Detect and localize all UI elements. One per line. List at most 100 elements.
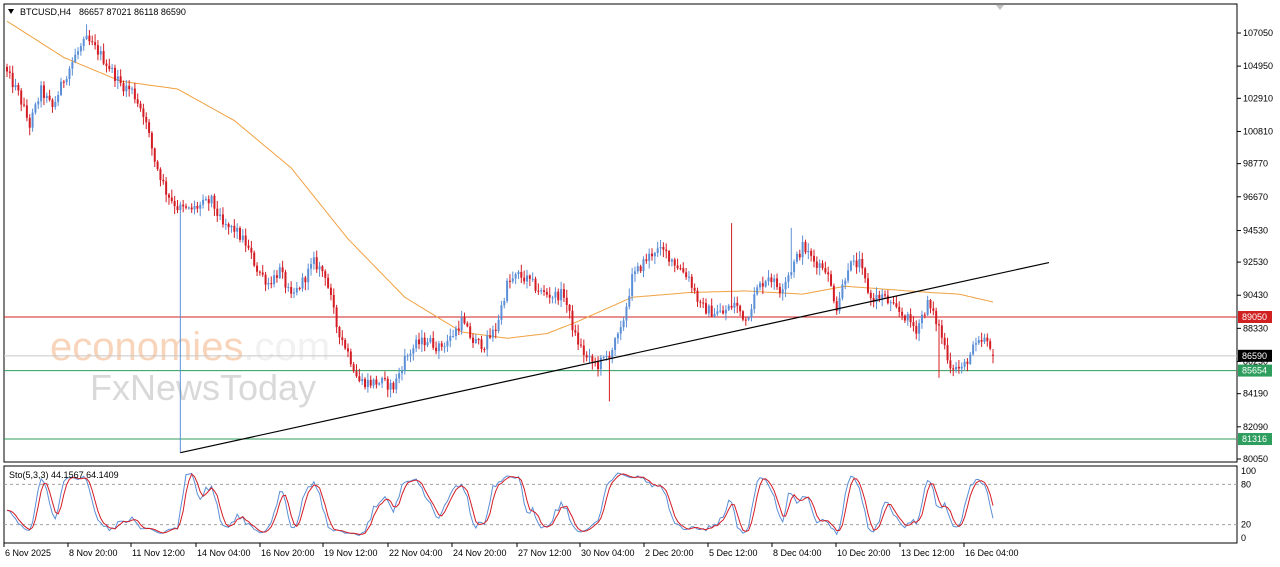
candle-body <box>142 108 145 117</box>
candle <box>872 293 875 308</box>
candle-body <box>96 45 99 55</box>
candle-body <box>275 275 278 278</box>
candle <box>963 358 966 370</box>
candle <box>51 98 54 113</box>
candle <box>543 285 546 296</box>
candle-body <box>375 379 378 385</box>
candle-body <box>849 261 852 271</box>
candle <box>668 250 671 266</box>
candle <box>142 103 145 125</box>
candle-body <box>236 227 239 232</box>
candle <box>977 335 980 345</box>
candle-body <box>699 301 702 303</box>
candle <box>74 48 77 64</box>
candle <box>244 228 247 253</box>
candle-body <box>153 148 156 162</box>
candle <box>960 362 963 374</box>
candle-body <box>983 337 986 342</box>
candle-body <box>642 259 645 272</box>
watermark: economies.com FxNewsToday <box>50 325 330 408</box>
candle-body <box>520 271 523 278</box>
candle <box>264 271 267 292</box>
candle-body <box>42 85 45 98</box>
candle <box>338 325 341 345</box>
candle-body <box>537 290 540 292</box>
candle <box>239 226 242 243</box>
candle-body <box>210 195 213 204</box>
candle-body <box>969 354 972 364</box>
trendline[interactable] <box>180 261 1050 454</box>
candle-body <box>318 266 321 270</box>
candle <box>34 102 37 115</box>
candle <box>923 312 926 319</box>
candle <box>281 260 284 279</box>
candle <box>400 366 403 381</box>
candle-body <box>648 253 651 261</box>
watermark-brand: economies.com <box>50 325 330 369</box>
candle <box>901 307 904 321</box>
candle-body <box>866 278 869 293</box>
candle-body <box>185 206 188 208</box>
candle <box>204 196 207 202</box>
stochastic-main-line <box>6 472 994 536</box>
candle-body <box>239 227 242 240</box>
candle <box>915 320 918 340</box>
candle <box>11 65 14 94</box>
candle-body <box>20 90 23 105</box>
candle <box>551 295 554 304</box>
collapse-triangle-icon[interactable] <box>8 9 14 14</box>
candle <box>116 69 119 90</box>
candle <box>986 333 989 347</box>
candle-body <box>213 195 216 209</box>
candle-body <box>241 235 244 240</box>
candle-body <box>551 297 554 299</box>
candle <box>344 338 347 350</box>
candle-body <box>565 297 568 305</box>
candle <box>57 91 60 106</box>
candle <box>327 273 330 290</box>
candle-body <box>278 267 281 278</box>
candle-body <box>673 259 676 266</box>
candle-body <box>926 300 929 315</box>
candle <box>25 99 28 122</box>
candle-body <box>540 290 543 292</box>
candle <box>713 308 716 318</box>
candle <box>148 119 151 138</box>
candle <box>724 305 727 321</box>
candle <box>187 206 190 210</box>
candle <box>167 193 170 205</box>
candle <box>369 375 372 389</box>
candle-body <box>25 105 28 118</box>
candle <box>65 76 68 86</box>
candle-body <box>710 305 713 317</box>
trendline-layer <box>180 261 1050 454</box>
candle <box>111 64 114 74</box>
candle <box>395 374 398 394</box>
candle <box>918 319 921 342</box>
candle-body <box>281 267 284 273</box>
candle <box>528 274 531 287</box>
price-tick-label: 98770 <box>1243 159 1268 169</box>
candle-body <box>247 245 250 248</box>
candle <box>449 328 452 348</box>
candle <box>525 269 528 289</box>
candle <box>864 266 867 283</box>
candle-body <box>875 294 878 302</box>
candle <box>687 270 690 282</box>
candle-body <box>753 294 756 309</box>
candle <box>48 89 51 102</box>
candle-body <box>466 323 469 327</box>
candles-layer <box>6 24 994 453</box>
candle <box>577 324 580 351</box>
candle-body <box>62 81 65 83</box>
candle <box>622 317 625 331</box>
candle <box>534 276 537 294</box>
candle <box>807 243 810 260</box>
candle <box>125 79 128 98</box>
candle-body <box>292 292 295 294</box>
candle <box>466 321 469 328</box>
candle <box>511 271 514 284</box>
candle-body <box>560 289 563 301</box>
candle <box>182 199 185 213</box>
candle-body <box>903 315 906 321</box>
